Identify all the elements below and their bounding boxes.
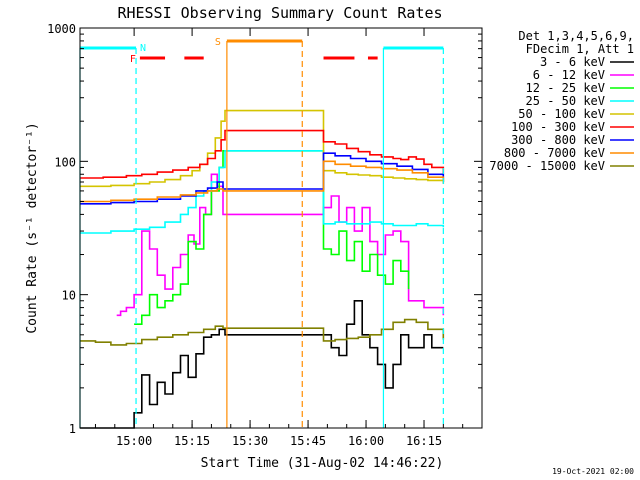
series-12-25-kev (134, 150, 410, 325)
y-tick-label-10: 10 (62, 289, 76, 303)
legend-label-7000-15000-kev: 7000 - 15000 keV (489, 159, 605, 173)
legend-header-line-1: Det 1,3,4,5,6,9, (518, 29, 634, 43)
x-tick-label-16-15: 16:15 (406, 434, 442, 448)
annotation-s-label: S (215, 37, 221, 48)
series-300-800-kev (80, 152, 445, 205)
legend-label-800-7000-kev: 800 - 7000 keV (504, 146, 605, 160)
legend-label-25-50-kev: 25 - 50 keV (526, 94, 605, 108)
y-axis-label: Count Rate (s⁻¹ detector⁻¹) (25, 122, 40, 333)
x-tick-label-15-00: 15:00 (116, 434, 152, 448)
series-25-50-kev (80, 150, 445, 234)
annotation-layer: NF S (79, 37, 444, 428)
y-tick-label-100: 100 (54, 155, 76, 169)
legend-header-line-2: FDecim 1, Att 1 (526, 42, 634, 56)
x-tick-label-15-15: 15:15 (174, 434, 210, 448)
plot-frame (79, 27, 483, 429)
x-tick-label-16-00: 16:00 (348, 434, 384, 448)
x-tick-label-15-45: 15:45 (290, 434, 326, 448)
y-tick-label-1000: 1000 (47, 22, 76, 36)
legend: Det 1,3,4,5,6,9, FDecim 1, Att 1 3 - 6 k… (489, 29, 634, 173)
timestamp: 19-Oct-2021 02:00 (552, 467, 634, 476)
x-axis-label: Start Time (31-Aug-02 14:46:22) (201, 456, 444, 471)
legend-label-100-300-kev: 100 - 300 keV (511, 120, 605, 134)
chart-title: RHESSI Observing Summary Count Rates (117, 4, 442, 22)
axis-layer: 15:00 15:15 15:30 15:45 16:00 16:15 1 10 100 1000 (47, 22, 483, 448)
series-3-6-kev (80, 300, 444, 429)
series-100-300-kev (80, 129, 445, 179)
series-7000-15000-kev (80, 318, 445, 346)
legend-label-300-800-kev: 300 - 800 keV (511, 133, 605, 147)
y-tick-label-1: 1 (69, 422, 76, 436)
series-6-12-kev (116, 173, 445, 317)
annotation-f-label: F (130, 54, 136, 65)
legend-label-50-100-kev: 50 - 100 keV (518, 107, 605, 121)
series-layer (80, 109, 445, 429)
x-tick-label-15-30: 15:30 (232, 434, 268, 448)
legend-label-12-25-kev: 12 - 25 keV (526, 81, 605, 95)
legend-label-3-6-kev: 3 - 6 keV (540, 55, 605, 69)
legend-label-6-12-kev: 6 - 12 keV (533, 68, 605, 82)
series-800-7000-kev (80, 160, 445, 203)
annotation-n-label: N (140, 43, 146, 54)
series-50-100-kev (80, 109, 445, 188)
